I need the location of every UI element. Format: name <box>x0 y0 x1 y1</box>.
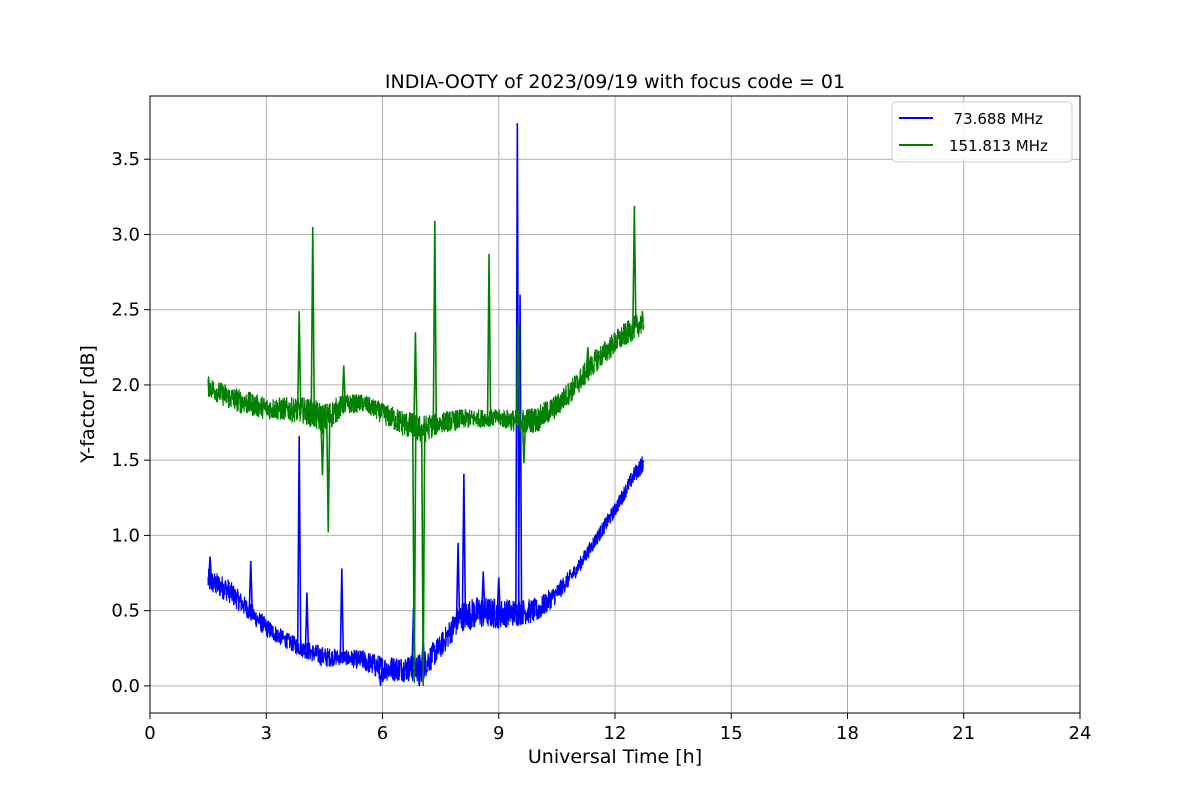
series-dip <box>320 418 325 476</box>
series-spike <box>585 347 591 371</box>
series-dip <box>417 667 422 686</box>
series-spike <box>310 226 316 415</box>
x-tick-label: 12 <box>604 723 627 744</box>
series-trace <box>207 310 645 443</box>
axis-ticks: 0 3 6 9 12 15 18 21 24 0.0 0.5 1.0 1.5 2.0 2.5 3.0 3.5 <box>111 149 1091 744</box>
y-tick-label: 3.5 <box>111 149 140 170</box>
series-spike <box>455 542 461 620</box>
series-spike <box>304 592 310 651</box>
y-tick-label: 2.0 <box>111 375 140 396</box>
y-tick-label: 1.0 <box>111 525 140 546</box>
x-tick-label: 15 <box>720 723 743 744</box>
x-tick-label: 24 <box>1069 723 1092 744</box>
legend-label-151mhz: 151.813 MHz <box>949 137 1048 155</box>
legend-box <box>891 101 1073 163</box>
y-axis-label: Y-factor [dB] <box>77 345 99 464</box>
series-spike <box>515 324 521 422</box>
series-spike <box>248 560 254 613</box>
series-spike <box>296 436 302 647</box>
series-spike <box>296 311 302 411</box>
series-dip <box>411 427 417 683</box>
y-tick-label: 1.5 <box>111 450 140 471</box>
series-spike <box>517 294 523 613</box>
series-spike <box>486 254 492 419</box>
series-spike <box>341 365 347 405</box>
x-tick-label: 0 <box>144 723 155 744</box>
series-spike <box>461 473 467 616</box>
series-dip <box>325 416 331 533</box>
series-0 <box>207 123 645 686</box>
y-tick-label: 0.0 <box>111 676 140 697</box>
series-dip <box>420 429 426 686</box>
series-spike <box>515 123 520 613</box>
y-tick-label: 2.5 <box>111 300 140 321</box>
chart-title: INDIA-OOTY of 2023/09/19 with focus code… <box>385 71 845 93</box>
series-spike <box>207 556 213 582</box>
series-spike <box>632 205 637 328</box>
x-tick-label: 6 <box>377 723 388 744</box>
series-spike <box>339 568 345 658</box>
y-tick-label: 0.5 <box>111 601 140 622</box>
series-spike <box>496 577 502 614</box>
series-spike <box>413 332 418 428</box>
series-trace <box>207 456 645 683</box>
legend-label-73mhz: 73.688 MHz <box>944 110 1043 128</box>
series-dip <box>378 667 383 686</box>
x-tick-label: 18 <box>836 723 859 744</box>
legend: 73.688 MHz 151.813 MHz <box>891 101 1073 163</box>
x-tick-label: 9 <box>493 723 504 744</box>
x-axis-label: Universal Time [h] <box>528 746 702 768</box>
x-tick-label: 21 <box>952 723 975 744</box>
plot-series <box>207 123 645 686</box>
series-spike <box>432 220 438 425</box>
y-tick-label: 3.0 <box>111 224 140 245</box>
x-tick-label: 3 <box>261 723 272 744</box>
series-1 <box>207 205 645 686</box>
series-spike <box>480 571 486 613</box>
series-dip <box>521 420 527 464</box>
